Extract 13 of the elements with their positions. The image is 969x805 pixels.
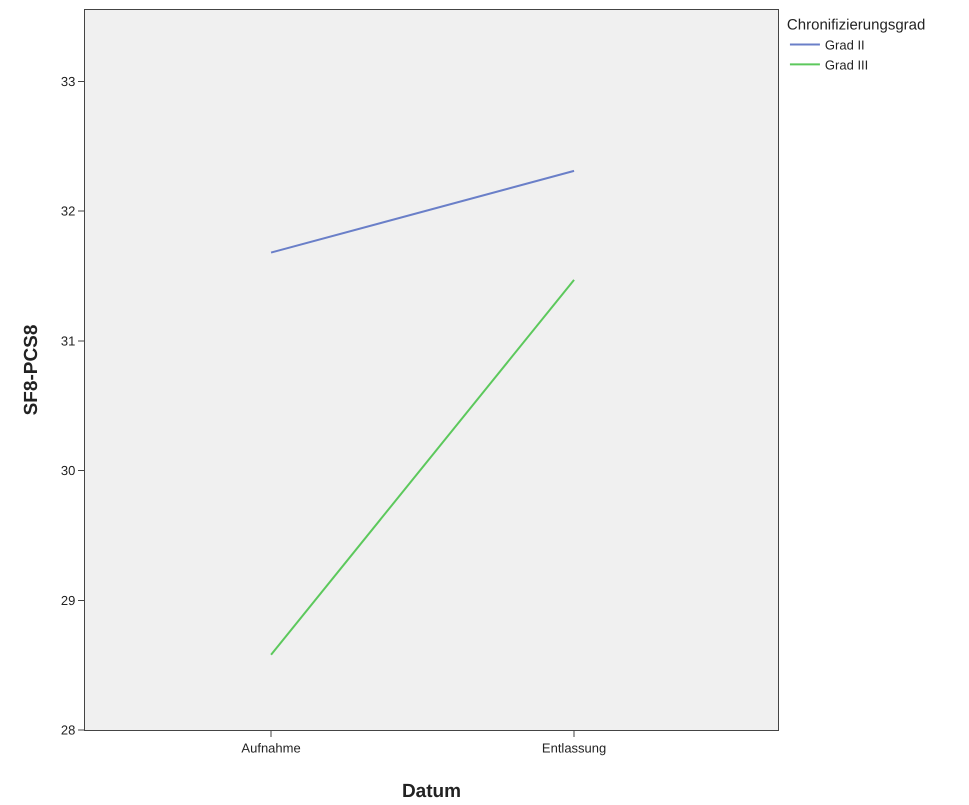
x-tick-label: Entlassung [542, 740, 606, 756]
y-tick-label: 33 [60, 74, 76, 89]
y-tick-label: 32 [60, 204, 76, 219]
y-tick-label: 30 [60, 463, 76, 478]
y-tick-label: 31 [60, 333, 76, 348]
x-axis-title: Datum [402, 781, 462, 802]
y-tick-label: 28 [60, 722, 76, 738]
y-tick-label: 29 [60, 592, 76, 608]
legend-title: Chronifizierungsgrad [786, 16, 926, 34]
x-tick-label: Aufnahme [241, 740, 301, 756]
y-axis-title: SF8-PCS8 [21, 324, 42, 416]
legend-label: Grad III [824, 57, 868, 72]
legend-label: Grad II [824, 38, 865, 53]
